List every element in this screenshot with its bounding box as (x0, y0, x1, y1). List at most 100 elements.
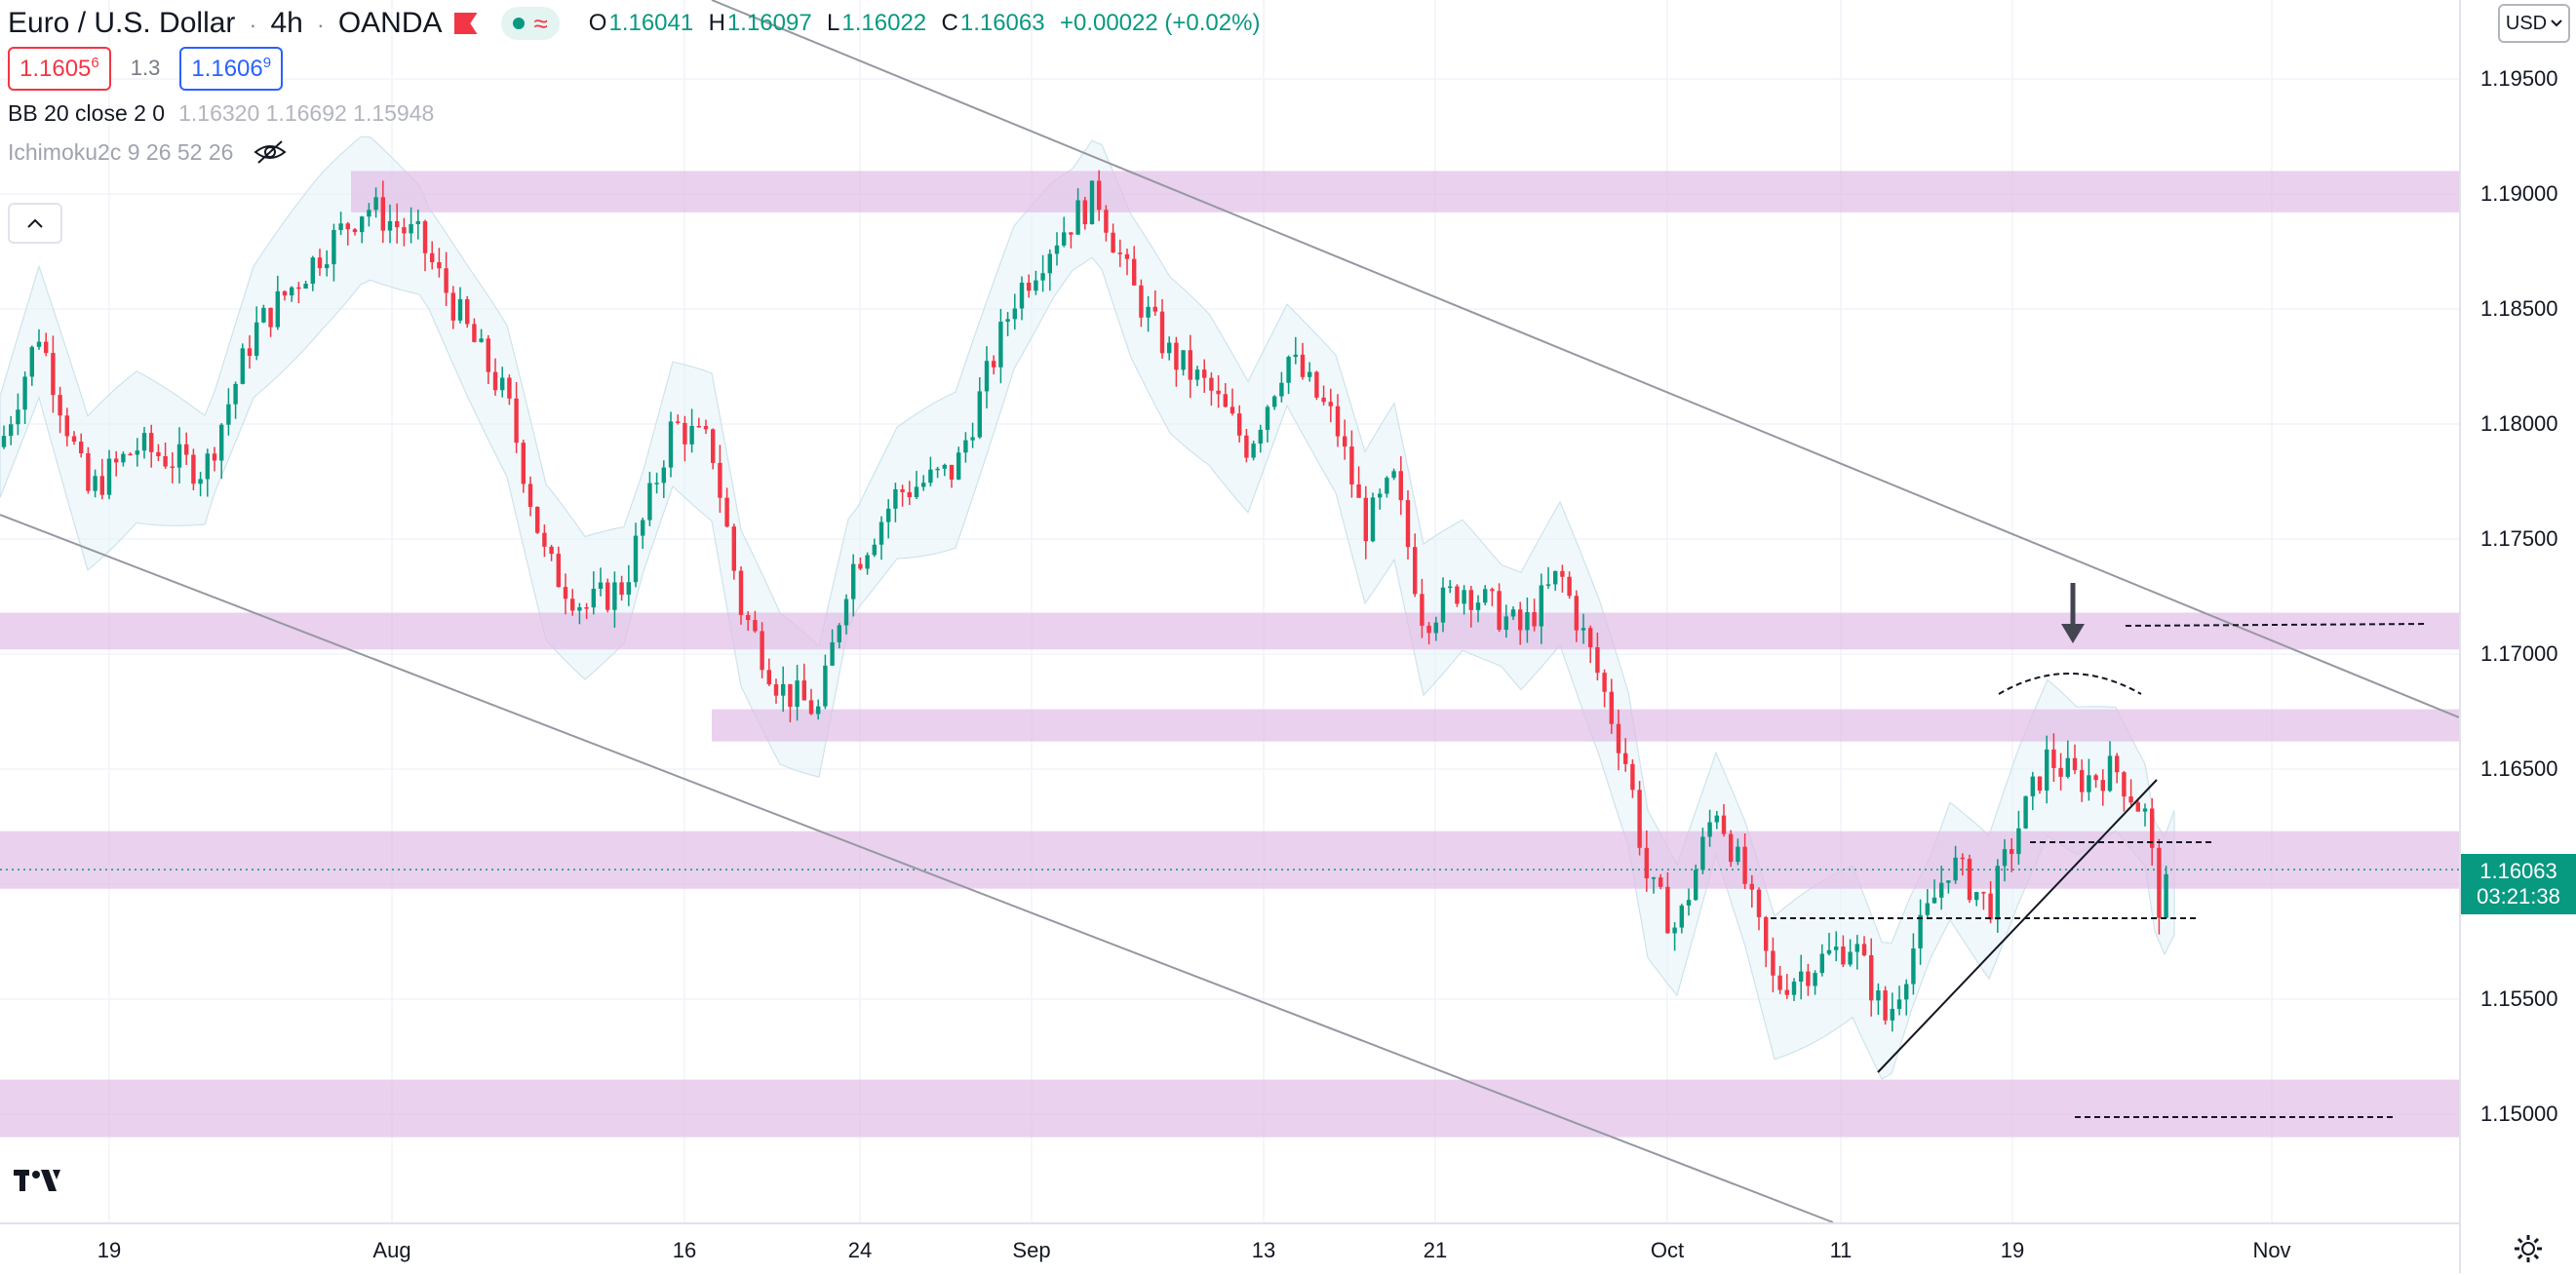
candle-body (1455, 586, 1460, 604)
candle-body (2002, 849, 2008, 867)
buy-button[interactable]: 1.16069 (179, 46, 284, 91)
candle-body (865, 555, 870, 569)
sell-button[interactable]: 1.16056 (8, 46, 111, 91)
candle-body (935, 468, 940, 471)
candle-body (766, 670, 771, 685)
candle-body (1054, 245, 1060, 254)
candle-body (1104, 210, 1109, 233)
candle-body (542, 532, 547, 547)
candle-body (247, 348, 253, 356)
candle-body (1953, 857, 1958, 881)
candle-body (1286, 357, 1291, 383)
candle-body (444, 268, 449, 293)
candle-body (1069, 232, 1073, 235)
time-tick: 13 (1251, 1238, 1276, 1262)
zone-rect (0, 612, 2459, 650)
candle-body (668, 421, 674, 468)
candle-body (858, 563, 863, 569)
candle-body (1440, 587, 1446, 623)
candle-body (521, 443, 526, 484)
symbol-title[interactable]: Euro / U.S. Dollar · 4h · OANDA (8, 7, 443, 39)
candle-body (1609, 691, 1614, 724)
price-axis[interactable]: USD 1.19500 1.19000 1.18500 1.18000 1.17500 1… (2459, 0, 2576, 1273)
candle-body (1272, 396, 1277, 407)
candle-body (352, 229, 358, 233)
flag-icon[interactable] (453, 13, 478, 34)
gear-icon[interactable] (2512, 1232, 2545, 1265)
candle-body (1223, 394, 1228, 407)
currency-button[interactable]: USD (2498, 4, 2570, 43)
candle-body (1363, 497, 1368, 542)
candle-body (1841, 947, 1846, 965)
ichimoku-indicator-name[interactable]: Ichimoku2c 9 26 52 26 (8, 138, 234, 165)
candle-body (823, 665, 828, 707)
candle-body (641, 520, 645, 536)
candle-body (1, 436, 7, 447)
candle-body (563, 587, 568, 599)
candle-body (106, 458, 112, 495)
candle-body (1082, 200, 1087, 224)
candle-body (2150, 808, 2155, 848)
candle-body (457, 298, 463, 321)
candle-body (310, 257, 315, 285)
candle-body (135, 450, 139, 455)
candle-body (128, 453, 133, 456)
candle-body (71, 436, 77, 443)
candle-body (156, 451, 161, 457)
time-axis[interactable]: 19 Aug 16 24 Sep 13 21 Oct 11 19 Nov (0, 1222, 2459, 1275)
candle-body (303, 284, 308, 290)
candle-body (1475, 602, 1481, 610)
bb-indicator-row[interactable]: BB 20 close 2 0 1.16320 1.16692 1.15948 (8, 94, 1262, 133)
candle-body (1651, 877, 1657, 879)
candle-body (711, 429, 716, 463)
bb-cloud (0, 135, 2175, 1080)
ichimoku-indicator-row[interactable]: Ichimoku2c 9 26 52 26 (8, 133, 1262, 172)
candle-body (387, 220, 393, 231)
candle-body (1911, 947, 1916, 985)
candle-body (1167, 342, 1172, 354)
candle-body (676, 421, 681, 423)
candle-body (633, 535, 639, 583)
candle-body (914, 486, 919, 497)
candle-body (1637, 790, 1642, 848)
market-status-badge[interactable]: ≈ (500, 7, 560, 40)
candle-body (977, 391, 982, 438)
candle-body (1644, 847, 1649, 879)
candle-body (683, 422, 687, 444)
candle-body (1152, 306, 1157, 312)
candle-body (2157, 847, 2162, 918)
chart-pane[interactable]: Euro / U.S. Dollar · 4h · OANDA ≈ O1.160… (0, 0, 2459, 1222)
candle-body (886, 508, 891, 522)
time-tick: Oct (1650, 1238, 1685, 1262)
candle-body (851, 563, 856, 599)
eye-off-icon[interactable] (253, 139, 288, 165)
candle-body (1588, 628, 1593, 648)
time-tick: 19 (97, 1238, 122, 1262)
candle-body (1343, 436, 1347, 447)
collapse-legend-button[interactable] (8, 203, 62, 244)
candle-body (170, 466, 175, 469)
dashed-arc (1998, 673, 2142, 695)
price-chart[interactable] (0, 0, 2459, 1222)
candle-body (1545, 584, 1551, 586)
candle-body (1174, 342, 1179, 370)
bb-indicator-name[interactable]: BB 20 close 2 0 (8, 99, 166, 126)
time-tick: Nov (2252, 1238, 2291, 1262)
candle-body (1574, 596, 1579, 631)
candle-body (1005, 319, 1010, 322)
candle-body (647, 483, 652, 521)
candle-body (1686, 900, 1692, 906)
price-tick: 1.19500 (2480, 66, 2558, 91)
candle-body (843, 599, 849, 626)
candle-body (51, 353, 56, 396)
candle-body (1567, 576, 1572, 597)
time-tick: 21 (1423, 1238, 1448, 1262)
candle-body (282, 290, 288, 296)
candle-body (44, 341, 49, 354)
tradingview-logo[interactable] (14, 1166, 62, 1195)
candle-body (1181, 350, 1186, 370)
candle-body (486, 338, 490, 372)
candle-body (1188, 350, 1192, 380)
price-tick: 1.17000 (2480, 641, 2558, 666)
candle-body (1799, 971, 1804, 983)
